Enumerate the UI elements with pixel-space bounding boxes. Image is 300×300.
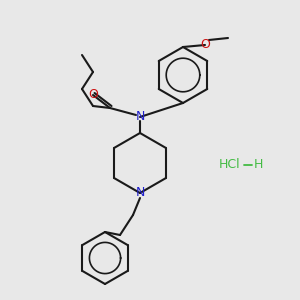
- Text: O: O: [200, 38, 210, 50]
- Text: N: N: [135, 110, 145, 124]
- Text: N: N: [135, 187, 145, 200]
- Text: H: H: [253, 158, 263, 172]
- Text: HCl: HCl: [219, 158, 241, 172]
- Text: O: O: [88, 88, 98, 101]
